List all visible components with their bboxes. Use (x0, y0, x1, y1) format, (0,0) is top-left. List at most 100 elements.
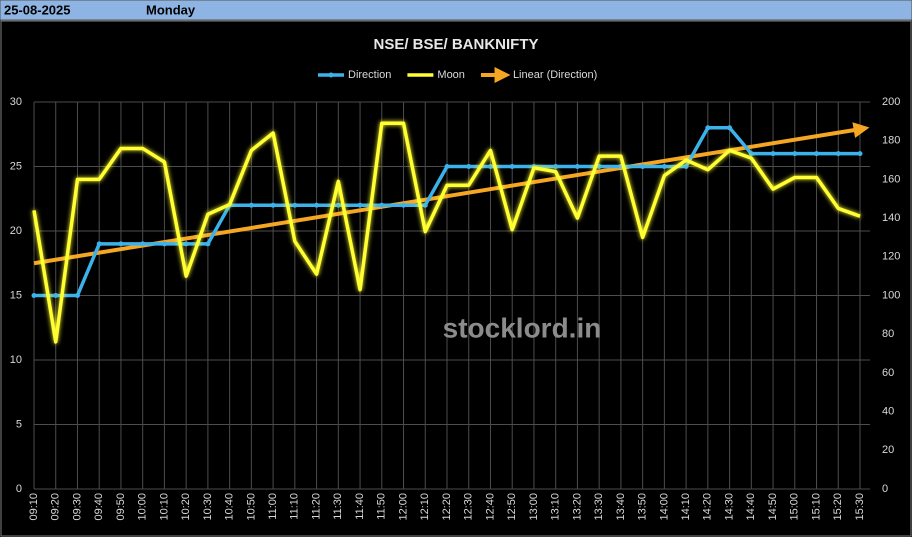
series-marker (183, 241, 189, 247)
watermark: stocklord.in (443, 312, 602, 343)
y2-tick-label: 20 (882, 444, 894, 456)
y2-tick-label: 160 (882, 173, 900, 185)
series-marker (270, 202, 276, 208)
y2-tick-label: 80 (882, 328, 894, 340)
x-tick-label: 12:30 (463, 493, 475, 521)
series-marker (857, 151, 863, 157)
x-tick-label: 14:40 (745, 493, 757, 521)
y2-tick-label: 140 (882, 212, 900, 224)
y2-tick-label: 60 (882, 367, 894, 379)
x-tick-label: 14:20 (702, 493, 714, 521)
y-tick-label: 20 (10, 225, 22, 237)
series-marker (727, 125, 733, 131)
x-tick-label: 10:30 (202, 493, 214, 521)
y-tick-label: 5 (16, 418, 22, 430)
series-marker (140, 241, 146, 247)
x-tick-label: 09:50 (115, 493, 127, 521)
x-tick-label: 12:40 (484, 493, 496, 521)
x-tick-label: 10:40 (224, 493, 236, 521)
x-tick-label: 15:10 (810, 493, 822, 521)
x-tick-label: 13:10 (550, 493, 562, 521)
x-tick-label: 09:40 (93, 493, 105, 521)
series-marker (683, 164, 689, 169)
y2-tick-label: 0 (882, 483, 888, 495)
series-marker (292, 202, 298, 208)
y-tick-label: 15 (10, 289, 22, 301)
x-tick-label: 13:30 (593, 493, 605, 521)
series-marker (705, 125, 711, 131)
day: Monday (146, 2, 196, 17)
chart-title: NSE/ BSE/ BANKNIFTY (373, 36, 538, 53)
series-marker (444, 164, 450, 169)
x-tick-label: 10:50 (245, 493, 257, 521)
series-marker (74, 293, 80, 298)
series-marker (422, 202, 428, 208)
x-tick-label: 14:00 (658, 493, 670, 521)
legend-label: Linear (Direction) (513, 69, 597, 81)
legend-label: Direction (348, 69, 391, 81)
series-marker (553, 164, 559, 169)
y2-tick-label: 200 (882, 96, 900, 108)
series-marker (401, 202, 407, 208)
series-marker (640, 164, 646, 169)
series-marker (792, 151, 798, 157)
series-marker (357, 202, 363, 208)
series-marker (205, 241, 211, 247)
x-tick-label: 10:20 (180, 493, 192, 521)
series-marker (314, 202, 320, 208)
y-tick-label: 0 (16, 483, 22, 495)
series-marker (248, 202, 254, 208)
series-line (32, 121, 861, 344)
legend-label: Moon (437, 69, 465, 81)
date: 25-08-2025 (4, 2, 71, 17)
x-tick-label: 09:20 (50, 493, 62, 521)
series-marker (814, 151, 820, 157)
x-tick-label: 14:30 (723, 493, 735, 521)
x-tick-label: 09:30 (71, 493, 83, 521)
x-tick-label: 15:30 (854, 493, 866, 521)
y2-tick-label: 120 (882, 251, 900, 263)
x-tick-label: 12:10 (419, 493, 431, 521)
header-bar (0, 0, 912, 21)
trendline (33, 122, 870, 266)
y-tick-label: 10 (10, 354, 22, 366)
series-marker (379, 202, 385, 208)
y-tick-label: 30 (10, 96, 22, 108)
series-marker (466, 164, 472, 169)
series-marker (574, 164, 580, 169)
x-tick-label: 10:00 (137, 493, 149, 521)
series-marker (161, 241, 167, 247)
x-tick-label: 11:30 (332, 493, 344, 520)
series-marker (487, 164, 493, 169)
y2-tick-label: 40 (882, 406, 894, 418)
series-marker (661, 164, 667, 169)
x-tick-label: 13:50 (637, 493, 649, 521)
x-tick-label: 14:50 (767, 493, 779, 521)
series-marker (53, 293, 59, 298)
x-tick-label: 11:50 (376, 493, 388, 520)
x-tick-label: 11:40 (354, 493, 366, 520)
x-tick-label: 11:20 (310, 493, 322, 520)
series-marker (335, 202, 341, 208)
x-tick-label: 13:20 (571, 493, 583, 521)
x-tick-label: 11:10 (289, 493, 301, 520)
x-tick-label: 12:20 (441, 493, 453, 521)
x-tick-label: 11:00 (267, 493, 279, 520)
series-marker (118, 241, 124, 247)
y2-tick-label: 100 (882, 289, 900, 301)
x-tick-label: 10:10 (158, 493, 170, 521)
series-marker (835, 151, 841, 157)
series-marker (31, 293, 37, 298)
chart-border (0, 20, 912, 537)
y2-tick-label: 180 (882, 135, 900, 147)
series-marker (596, 164, 602, 169)
x-tick-label: 15:00 (789, 493, 801, 521)
x-tick-label: 13:00 (528, 493, 540, 521)
x-tick-label: 09:10 (28, 493, 40, 521)
series-marker (509, 164, 515, 169)
series-marker (748, 151, 754, 157)
x-tick-label: 12:00 (397, 493, 409, 521)
legend-marker (328, 72, 334, 78)
